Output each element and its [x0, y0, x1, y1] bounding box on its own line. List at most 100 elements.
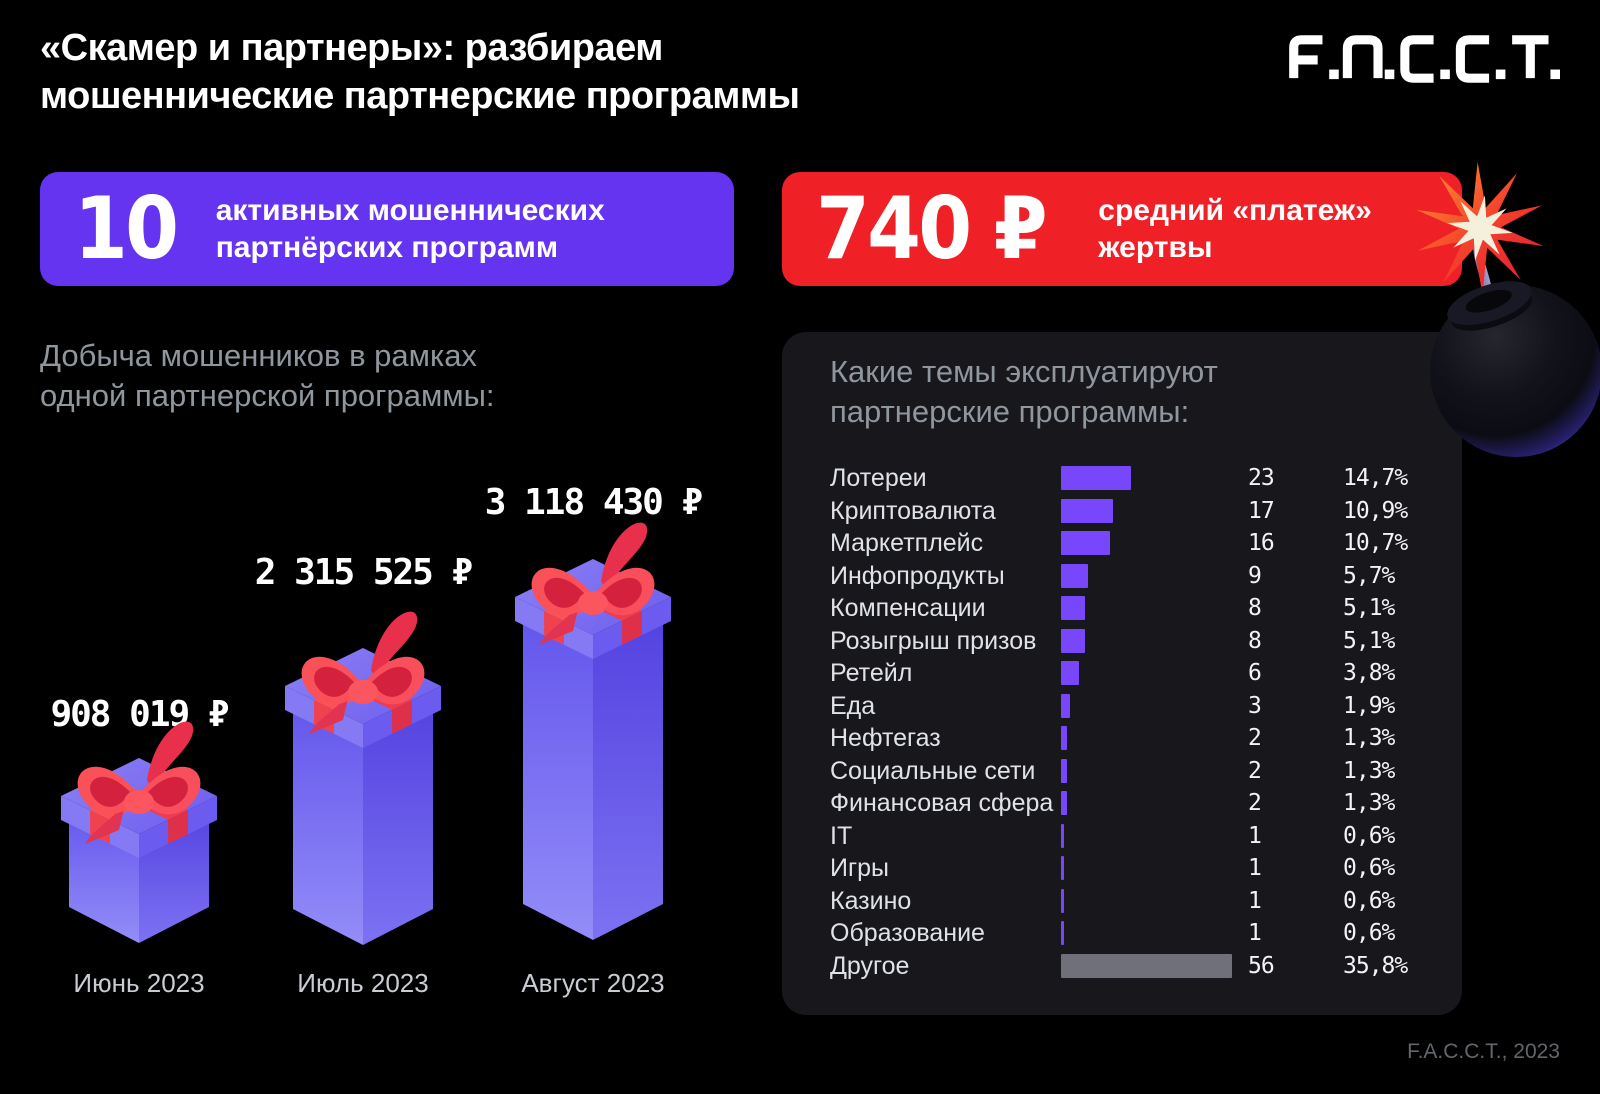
spark-star-inner: [1447, 195, 1513, 261]
topic-bar: [1061, 531, 1110, 555]
gift-month-label-july: Июль 2023: [297, 968, 429, 998]
topic-percent: 1,3%: [1343, 757, 1395, 784]
topic-count: 3: [1248, 692, 1262, 719]
topic-row: Игры 1 0,6%: [830, 852, 1414, 885]
topic-row: Лотереи 23 14,7%: [830, 462, 1414, 495]
topic-count: 9: [1248, 562, 1262, 589]
topic-count: 56: [1248, 952, 1275, 979]
topic-label: Другое: [830, 951, 910, 980]
topic-label: Игры: [830, 854, 889, 882]
topic-percent: 1,3%: [1343, 790, 1395, 816]
stat-card-average-payment: 740 ₽ средний «платеж» жертвы: [782, 172, 1462, 286]
topic-percent: 0,6%: [1343, 887, 1395, 914]
topic-row: Образование 1 0,6%: [830, 917, 1414, 950]
topic-row: Компенсации 8 5,1%: [830, 592, 1414, 625]
gift-chart-title-line1: Добыча мошенников в рамках: [40, 338, 477, 373]
topic-label: Розыгрыш призов: [830, 626, 1037, 655]
gift-chart-title: Добыча мошенников в рамках одной партнер…: [40, 336, 494, 416]
topic-percent: 10,7%: [1343, 530, 1408, 556]
gift-month-label-august: Август 2023: [521, 968, 665, 998]
topic-count: 1: [1248, 855, 1262, 881]
topic-bar: [1061, 758, 1068, 783]
topic-percent: 5,7%: [1343, 562, 1395, 589]
stat-payment-label-line1: средний «платеж»: [1098, 194, 1372, 227]
topics-chart-title-line2: партнерские программы:: [830, 394, 1190, 429]
topic-bar: [1061, 953, 1232, 978]
topic-label: IT: [830, 821, 853, 850]
topic-row: Розыгрыш призов 8 5,1%: [830, 625, 1414, 658]
gift-box-illustration-july: [285, 611, 441, 945]
topic-count: 2: [1248, 790, 1262, 816]
topic-label: Финансовая сфера: [830, 789, 1054, 817]
gift-value-label-august: 3 118 430 ₽: [484, 482, 703, 523]
stat-programs-label-line1: активных мошеннических: [215, 194, 605, 227]
gift-bow: [531, 522, 655, 645]
topic-label: Криптовалюта: [830, 496, 996, 525]
topic-count: 8: [1248, 627, 1262, 654]
topic-row: Еда 3 1,9%: [830, 690, 1414, 723]
topic-count: 8: [1248, 595, 1262, 621]
stat-payment-label-line2: жертвы: [1098, 231, 1213, 264]
topic-percent: 1,9%: [1343, 692, 1395, 719]
facct-brand-logo: [1289, 35, 1560, 83]
topic-bar: [1061, 791, 1068, 815]
topic-row: Казино 1 0,6%: [830, 885, 1414, 918]
stat-payment-label: средний «платеж» жертвы: [1098, 192, 1372, 266]
page-title-line2: мошеннические партнерские программы: [40, 75, 800, 117]
topics-chart: Лотереи 23 14,7% Криптовалюта 17 10,9% Маркетп…: [830, 462, 1414, 982]
gift-box-illustration-june: [61, 721, 217, 943]
bomb-illustration: [1416, 162, 1600, 457]
topics-chart-title-line1: Какие темы эксплуатируют: [830, 354, 1218, 389]
topic-percent: 14,7%: [1343, 465, 1408, 491]
gift-month-label-june: Июнь 2023: [73, 968, 205, 998]
topic-label: Образование: [830, 919, 985, 947]
topic-label: Маркетплейс: [830, 529, 984, 557]
gift-bow: [301, 611, 425, 734]
topic-percent: 5,1%: [1343, 595, 1395, 621]
topic-bar: [1061, 466, 1132, 490]
topic-label: Казино: [830, 886, 912, 915]
gift-box-illustration-august: [515, 522, 671, 940]
gift-bow: [77, 721, 201, 844]
gift-chart-title-line2: одной партнерской программы:: [40, 378, 495, 413]
page-title-line1: «Скамер и партнеры»: разбираем: [40, 27, 663, 69]
bomb-cap: [1447, 281, 1533, 331]
topic-count: 16: [1248, 530, 1275, 556]
stat-programs-value: 10: [74, 179, 179, 279]
topic-count: 1: [1248, 920, 1262, 946]
topic-bar: [1061, 693, 1071, 718]
logo-dots: [1329, 69, 1560, 80]
topic-label: Лотереи: [830, 464, 927, 492]
topic-label: Социальные сети: [830, 756, 1036, 785]
topic-percent: 35,8%: [1343, 952, 1408, 979]
topic-percent: 3,8%: [1343, 660, 1395, 686]
topic-label: Компенсации: [830, 594, 986, 622]
topic-bar: [1061, 823, 1065, 848]
topic-count: 2: [1248, 757, 1262, 784]
stat-programs-label: активных мошеннических партнёрских прогр…: [216, 192, 605, 266]
topic-count: 6: [1248, 660, 1262, 686]
topic-bar: [1061, 628, 1086, 653]
topic-percent: 1,3%: [1343, 725, 1395, 751]
topic-bar: [1061, 498, 1113, 523]
topic-bar: [1061, 726, 1068, 750]
topic-row: Другое 56 35,8%: [830, 950, 1414, 983]
topic-bar: [1061, 563, 1089, 588]
topics-panel: Какие темы эксплуатируют партнерские про…: [782, 332, 1462, 1015]
topics-chart-title: Какие темы эксплуатируют партнерские про…: [830, 352, 1218, 432]
gift-value-label-july: 2 315 525 ₽: [254, 552, 473, 593]
gift-value-label-june: 908 019 ₽: [50, 694, 229, 735]
topic-bar: [1061, 921, 1065, 945]
topic-row: IT 1 0,6%: [830, 820, 1414, 853]
topic-row: Финансовая сфера 2 1,3%: [830, 787, 1414, 820]
topic-row: Криптовалюта 17 10,9%: [830, 495, 1414, 528]
topic-label: Инфопродукты: [830, 561, 1005, 590]
stat-programs-label-line2: партнёрских программ: [215, 231, 559, 264]
topic-row: Социальные сети 2 1,3%: [830, 755, 1414, 788]
topic-count: 17: [1248, 497, 1275, 524]
topic-label: Ретейл: [830, 659, 913, 687]
footer-credit: F.A.C.C.T., 2023: [1407, 1040, 1560, 1063]
topic-percent: 10,9%: [1343, 497, 1408, 524]
topic-bar: [1061, 596, 1086, 620]
